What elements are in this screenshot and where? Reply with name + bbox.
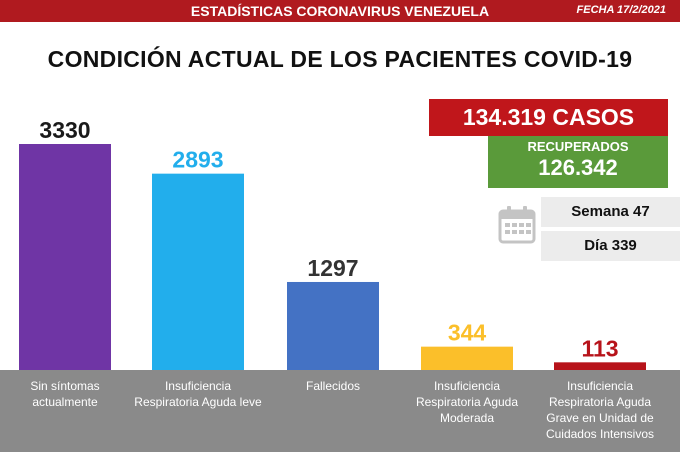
bar xyxy=(152,173,244,370)
category-label: Insuficiencia Respiratoria Aguda leve xyxy=(134,379,262,409)
bar xyxy=(421,346,513,370)
bar-value-label: 2893 xyxy=(172,147,223,173)
page-title: CONDICIÓN ACTUAL DE LOS PACIENTES COVID-… xyxy=(47,46,633,72)
banner-title: ESTADÍSTICAS CORONAVIRUS VENEZUELA xyxy=(190,3,490,19)
day-counter: Día 339 xyxy=(541,231,680,261)
recovered-value: 126.342 xyxy=(538,155,618,180)
bar-chart: 3330 Sin síntomas actualmente 2893 Insuficie… xyxy=(19,117,654,441)
top-banner: ESTADÍSTICAS CORONAVIRUS VENEZUELA FECHA… xyxy=(0,0,680,22)
calendar-icon xyxy=(498,206,536,244)
category-label: Sin síntomas actualmente xyxy=(30,379,99,409)
category-label: Insuficiencia Respiratoria Aguda Grave en … xyxy=(546,379,654,441)
bar-value-label: 344 xyxy=(448,320,487,346)
category-label: Insuficiencia Respiratoria Aguda Moderada xyxy=(416,379,518,425)
bar-value-label: 1297 xyxy=(307,255,358,281)
recovered-box: RECUPERADOS 126.342 xyxy=(488,136,668,188)
cases-total: 134.319 CASOS xyxy=(429,99,668,136)
bar-value-label: 113 xyxy=(581,335,618,361)
bar xyxy=(287,281,379,370)
report-date: FECHA 17/2/2021 xyxy=(576,4,666,16)
bar xyxy=(554,362,646,370)
category-label-strip xyxy=(0,370,680,452)
week-counter: Semana 47 xyxy=(541,197,680,227)
category-label: Fallecidos xyxy=(306,379,360,393)
bar-value-label: 3330 xyxy=(39,117,90,143)
bar xyxy=(19,144,111,370)
recovered-label: RECUPERADOS xyxy=(527,139,629,154)
